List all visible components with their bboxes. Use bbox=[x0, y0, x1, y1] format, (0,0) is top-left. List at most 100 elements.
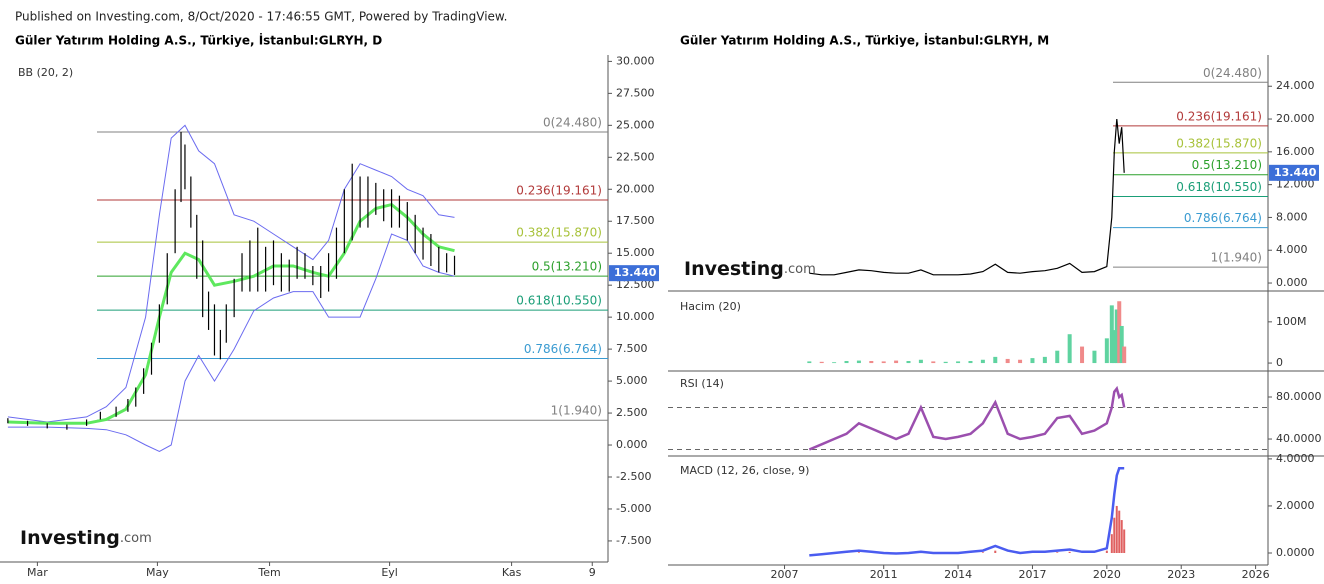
fib-label: 0.618(10.550) bbox=[516, 294, 602, 308]
histogram-bar bbox=[1115, 505, 1118, 553]
volume-bar bbox=[869, 360, 874, 364]
volume-bar bbox=[1042, 356, 1047, 364]
y-tick-label: 15.000 bbox=[616, 246, 655, 259]
x-tick-label: May bbox=[146, 566, 169, 579]
y-tick-label: 0 bbox=[1276, 356, 1283, 369]
indicator-label: BB (20, 2) bbox=[18, 66, 73, 79]
histogram-bar bbox=[1120, 520, 1123, 553]
x-tick-label: Tem bbox=[257, 566, 280, 579]
histogram-bar bbox=[1123, 529, 1126, 553]
volume-bar bbox=[856, 360, 861, 364]
volume-bar bbox=[980, 359, 985, 364]
volume-bar bbox=[1080, 346, 1085, 364]
volume-bar bbox=[943, 361, 948, 364]
volume-bar bbox=[968, 360, 973, 364]
volume-bar bbox=[1055, 350, 1060, 364]
y-tick-label: 12.000 bbox=[1276, 178, 1315, 191]
y-tick-label: 100M bbox=[1276, 315, 1307, 328]
x-tick-label: Mar bbox=[27, 566, 48, 579]
volume-bar bbox=[993, 356, 998, 364]
x-tick-label: 2007 bbox=[771, 568, 799, 581]
fib-label: 1(1.940) bbox=[551, 404, 602, 418]
volume-bar bbox=[1112, 330, 1117, 364]
volume-bar bbox=[1104, 338, 1109, 364]
x-tick-label: 2014 bbox=[944, 568, 972, 581]
y-tick-label: 0.000 bbox=[1276, 276, 1308, 289]
volume-bar bbox=[1109, 305, 1114, 364]
fib-label: 0.618(10.550) bbox=[1176, 180, 1262, 194]
fib-label: 0.236(19.161) bbox=[1176, 109, 1262, 123]
histogram-bar bbox=[1118, 510, 1121, 553]
logo: Investing.com bbox=[20, 527, 152, 549]
volume-bar bbox=[844, 360, 849, 364]
bollinger-band bbox=[7, 233, 455, 452]
line bbox=[808, 385, 1126, 451]
fib-label: 0.236(19.161) bbox=[516, 184, 602, 198]
logo-main: Investing bbox=[684, 258, 784, 280]
last-price-label: 13.440 bbox=[1274, 166, 1317, 179]
bollinger-band bbox=[7, 124, 455, 423]
volume-bar bbox=[1067, 334, 1072, 364]
y-tick-label: 8.000 bbox=[1276, 210, 1308, 223]
histogram-bar bbox=[1113, 517, 1116, 553]
y-tick-label: 16.000 bbox=[1276, 145, 1315, 158]
y-tick-label: 24.000 bbox=[1276, 79, 1315, 92]
fib-label: 0.382(15.870) bbox=[516, 226, 602, 240]
x-tick-label: 9 bbox=[589, 566, 596, 579]
volume-bar bbox=[1005, 358, 1010, 364]
y-tick-label: 20.000 bbox=[1276, 112, 1315, 125]
volume-bar bbox=[1117, 301, 1122, 364]
volume-bar bbox=[807, 361, 812, 364]
pane-title: RSI (14) bbox=[680, 377, 724, 390]
bollinger-band bbox=[7, 202, 455, 425]
x-tick-label: 2020 bbox=[1093, 568, 1121, 581]
volume-bar bbox=[1018, 359, 1023, 364]
x-tick-label: 2011 bbox=[870, 568, 898, 581]
x-tick-label: Kas bbox=[502, 566, 522, 579]
histogram-bar bbox=[1110, 534, 1113, 553]
logo-main: Investing bbox=[20, 527, 120, 549]
x-tick-label: 2026 bbox=[1242, 568, 1270, 581]
histogram-bar bbox=[994, 550, 997, 553]
last-price-tag bbox=[609, 265, 659, 282]
volume-bar bbox=[1122, 346, 1127, 364]
volume-bar bbox=[1119, 325, 1124, 364]
header: Published on Investing.com, 8/Oct/2020 -… bbox=[15, 10, 507, 24]
pane-title: MACD (12, 26, close, 9) bbox=[680, 464, 809, 477]
volume-bar bbox=[881, 361, 886, 364]
y-tick-label: 27.500 bbox=[616, 86, 655, 99]
y-tick-label: 22.500 bbox=[616, 150, 655, 163]
pane-title: Hacim (20) bbox=[680, 300, 741, 313]
fib-label: 0.786(6.764) bbox=[524, 342, 602, 356]
volume-bar bbox=[1114, 309, 1119, 364]
volume-bar bbox=[1092, 350, 1097, 364]
histogram-bar bbox=[981, 552, 984, 553]
y-tick-label: 17.500 bbox=[616, 214, 655, 227]
y-tick-label: 30.000 bbox=[616, 54, 655, 67]
volume-bar bbox=[906, 360, 911, 364]
line bbox=[809, 118, 1125, 276]
y-tick-label: 80.0000 bbox=[1276, 390, 1322, 403]
histogram-bar bbox=[1056, 552, 1059, 553]
x-tick-label: 2017 bbox=[1018, 568, 1046, 581]
x-tick-label: Eyl bbox=[381, 566, 398, 579]
fib-label: 0.786(6.764) bbox=[1184, 211, 1262, 225]
y-tick-label: 20.000 bbox=[616, 182, 655, 195]
y-tick-label: 0.000 bbox=[616, 438, 648, 451]
macd-line bbox=[809, 467, 1125, 557]
volume-bar bbox=[832, 362, 837, 364]
logo: Investing.com bbox=[684, 258, 816, 280]
volume-bar bbox=[819, 361, 824, 364]
fib-label: 0.5(13.210) bbox=[1192, 158, 1262, 172]
last-price-label: 13.440 bbox=[614, 266, 657, 279]
volume-bar bbox=[1030, 358, 1035, 364]
histogram-bar bbox=[857, 552, 860, 553]
y-tick-label: 7.500 bbox=[616, 342, 648, 355]
logo-suffix: .com bbox=[784, 262, 816, 277]
logo-suffix: .com bbox=[120, 531, 152, 546]
volume-bar bbox=[931, 361, 936, 364]
y-tick-label: -5.000 bbox=[616, 502, 651, 515]
x-tick-label: 2023 bbox=[1167, 568, 1195, 581]
y-tick-label: 10.000 bbox=[616, 310, 655, 323]
